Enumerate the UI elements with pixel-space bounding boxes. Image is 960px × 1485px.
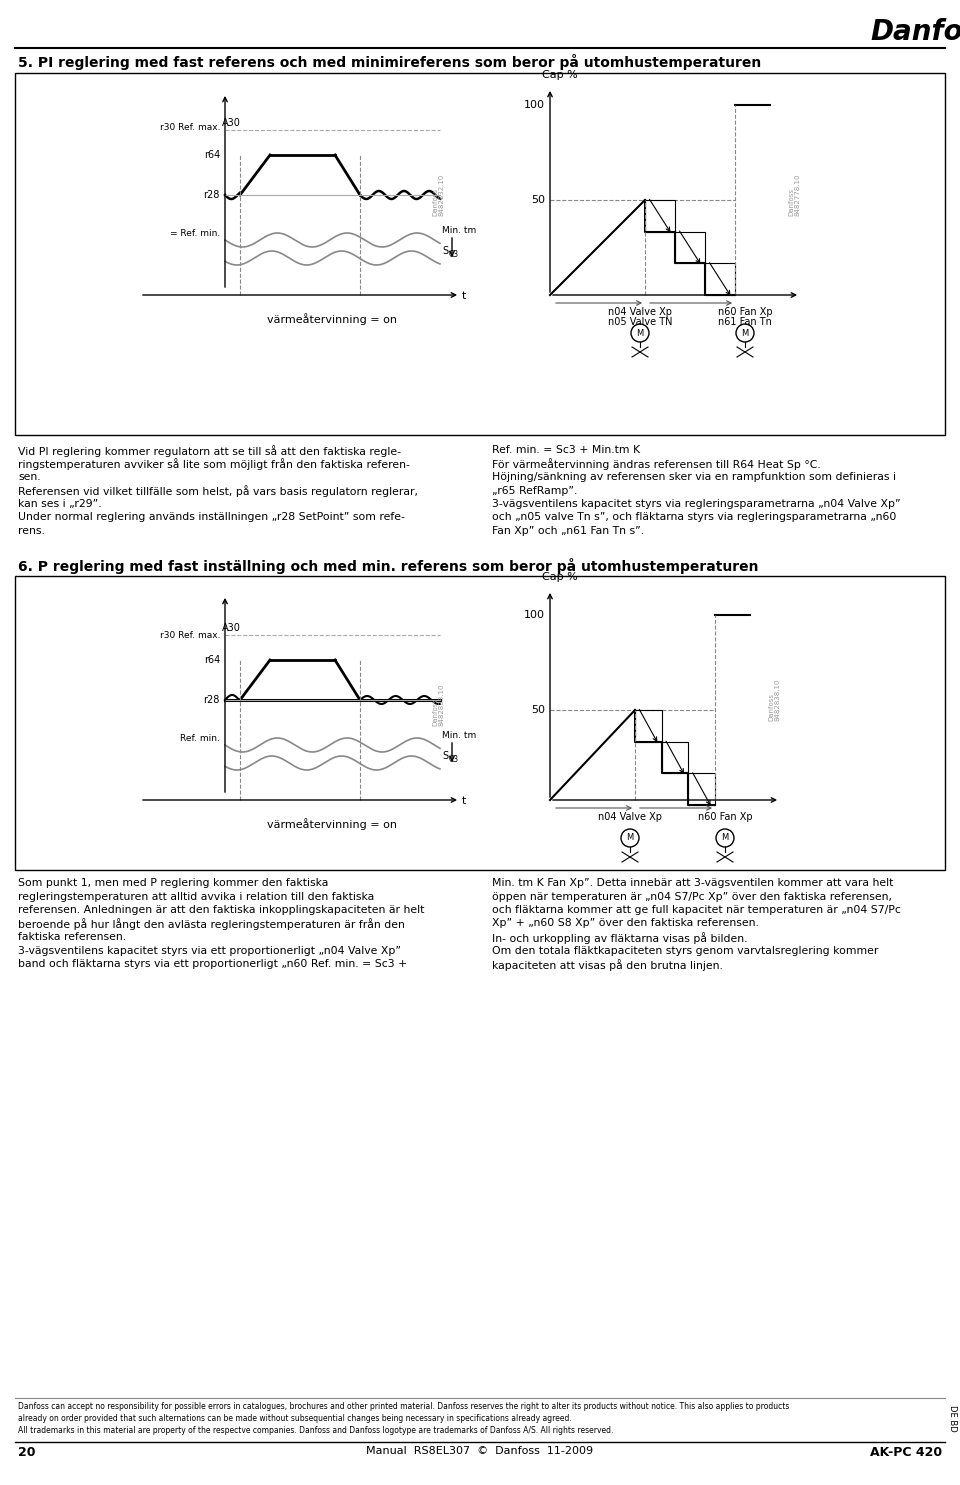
Text: värmeåtervinning = on: värmeåtervinning = on (267, 818, 397, 830)
Text: 20: 20 (18, 1446, 36, 1458)
Text: M: M (741, 328, 749, 337)
Text: och fläktarna kommer att ge full kapacitet när temperaturen är „n04 S7/Pc: och fläktarna kommer att ge full kapacit… (492, 904, 900, 915)
Text: Fan Xp” och „n61 Fan Tn s”.: Fan Xp” och „n61 Fan Tn s”. (492, 526, 644, 536)
Text: Min. tm: Min. tm (442, 226, 476, 235)
Text: Danfoss
8482778.10: Danfoss 8482778.10 (788, 174, 801, 217)
Text: All trademarks in this material are property of the respectve companies. Danfoss: All trademarks in this material are prop… (18, 1426, 613, 1435)
Text: rens.: rens. (18, 526, 45, 536)
Text: DE BD: DE BD (948, 1405, 956, 1432)
Text: 50: 50 (531, 195, 545, 205)
Text: kan ses i „r29”.: kan ses i „r29”. (18, 499, 102, 509)
Text: För värmeåtervinning ändras referensen till R64 Heat Sp °C.: För värmeåtervinning ändras referensen t… (492, 459, 821, 471)
Text: Min. tm K Fan Xp”. Detta innebär att 3-vägsventilen kommer att vara helt: Min. tm K Fan Xp”. Detta innebär att 3-v… (492, 878, 894, 888)
Text: A30: A30 (222, 117, 241, 128)
Text: 100: 100 (524, 99, 545, 110)
Text: C3: C3 (449, 249, 459, 258)
Text: t: t (462, 291, 467, 301)
Text: beroende på hur långt den avlästa regleringstemperaturen är från den: beroende på hur långt den avlästa regler… (18, 919, 405, 931)
Text: referensen. Anledningen är att den faktiska inkopplingskapaciteten är helt: referensen. Anledningen är att den fakti… (18, 904, 424, 915)
Text: In- och urkoppling av fläktarna visas på bilden.: In- och urkoppling av fläktarna visas på… (492, 933, 748, 944)
Text: S: S (442, 247, 448, 255)
Text: already on order provided that such alternations can be made without subsequenti: already on order provided that such alte… (18, 1414, 572, 1423)
Text: värmeåtervinning = on: värmeåtervinning = on (267, 313, 397, 325)
Text: Cap %: Cap % (542, 572, 578, 582)
Text: r28: r28 (204, 695, 220, 705)
Text: Ref. min. = Sc3 + Min.tm K: Ref. min. = Sc3 + Min.tm K (492, 446, 640, 454)
Text: Xp” + „n60 S8 Xp” över den faktiska referensen.: Xp” + „n60 S8 Xp” över den faktiska refe… (492, 919, 758, 928)
Text: Min. tm: Min. tm (442, 731, 476, 740)
Text: Om den totala fläktkapaciteten styrs genom varvtalsreglering kommer: Om den totala fläktkapaciteten styrs gen… (492, 946, 878, 955)
Text: och „n05 valve Tn s”, och fläktarna styrs via regleringsparametrarna „n60: och „n05 valve Tn s”, och fläktarna styr… (492, 512, 897, 523)
Text: Vid PI reglering kommer regulatorn att se till så att den faktiska regle-: Vid PI reglering kommer regulatorn att s… (18, 446, 401, 457)
Text: öppen när temperaturen är „n04 S7/Pc Xp” över den faktiska referensen,: öppen när temperaturen är „n04 S7/Pc Xp”… (492, 891, 892, 901)
Text: band och fläktarna styrs via ett proportionerligt „n60 Ref. min. = Sc3 +: band och fläktarna styrs via ett proport… (18, 959, 407, 970)
Text: 50: 50 (531, 705, 545, 714)
Text: n61 Fan Tn: n61 Fan Tn (718, 316, 772, 327)
Text: „r65 RefRamp”.: „r65 RefRamp”. (492, 486, 577, 496)
Text: Höjning/sänkning av referensen sker via en rampfunktion som definieras i: Höjning/sänkning av referensen sker via … (492, 472, 896, 483)
Text: 3-vägsventilens kapacitet styrs via regleringsparametrarna „n04 Valve Xp”: 3-vägsventilens kapacitet styrs via regl… (492, 499, 900, 509)
Text: n04 Valve Xp: n04 Valve Xp (608, 307, 672, 316)
Text: Danfoss: Danfoss (870, 18, 960, 46)
Text: Under normal reglering används inställningen „r28 SetPoint” som refe-: Under normal reglering används inställni… (18, 512, 405, 523)
Text: Danfoss
8482832.10: Danfoss 8482832.10 (432, 174, 445, 217)
Text: AK-PC 420: AK-PC 420 (870, 1446, 942, 1458)
Text: n04 Valve Xp: n04 Valve Xp (598, 812, 662, 823)
Text: Danfoss
8482838.10: Danfoss 8482838.10 (768, 679, 781, 722)
Text: Cap %: Cap % (542, 70, 578, 80)
Text: regleringstemperaturen att alltid avvika i relation till den faktiska: regleringstemperaturen att alltid avvika… (18, 891, 374, 901)
Text: r64: r64 (204, 150, 220, 160)
Text: Danfoss can accept no responsibility for possible errors in catalogues, brochure: Danfoss can accept no responsibility for… (18, 1402, 789, 1411)
Text: A30: A30 (222, 624, 241, 633)
Text: Som punkt 1, men med P reglering kommer den faktiska: Som punkt 1, men med P reglering kommer … (18, 878, 328, 888)
Text: M: M (626, 833, 634, 842)
Text: n60 Fan Xp: n60 Fan Xp (718, 307, 772, 316)
Text: Referensen vid vilket tillfälle som helst, på vars basis regulatorn reglerar,: Referensen vid vilket tillfälle som hels… (18, 486, 418, 497)
Text: 6. P reglering med fast inställning och med min. referens som beror på utomhuste: 6. P reglering med fast inställning och … (18, 558, 758, 575)
Text: = Ref. min.: = Ref. min. (170, 229, 220, 238)
Text: sen.: sen. (18, 472, 40, 483)
Text: n60 Fan Xp: n60 Fan Xp (698, 812, 753, 823)
Text: S: S (442, 751, 448, 760)
Text: C3: C3 (449, 754, 459, 763)
Text: 100: 100 (524, 610, 545, 621)
Text: Ref. min.: Ref. min. (180, 734, 220, 742)
Text: kapaciteten att visas på den brutna linjen.: kapaciteten att visas på den brutna linj… (492, 959, 723, 971)
Text: Manual  RS8EL307  ©  Danfoss  11-2009: Manual RS8EL307 © Danfoss 11-2009 (367, 1446, 593, 1455)
Text: ringstemperaturen avviker så lite som möjligt från den faktiska referen-: ringstemperaturen avviker så lite som mö… (18, 459, 410, 471)
Bar (15, 576, 945, 870)
Text: n05 Valve TN: n05 Valve TN (608, 316, 672, 327)
Text: r30 Ref. max.: r30 Ref. max. (159, 631, 220, 640)
Text: faktiska referensen.: faktiska referensen. (18, 933, 126, 941)
Text: r64: r64 (204, 655, 220, 665)
Text: r28: r28 (204, 190, 220, 200)
Text: 5. PI reglering med fast referens och med minimireferens som beror på utomhustem: 5. PI reglering med fast referens och me… (18, 53, 761, 70)
Text: M: M (636, 328, 643, 337)
Text: M: M (721, 833, 729, 842)
Text: 3-vägsventilens kapacitet styrs via ett proportionerligt „n04 Valve Xp”: 3-vägsventilens kapacitet styrs via ett … (18, 946, 401, 955)
Text: t: t (462, 796, 467, 806)
Bar (15, 73, 945, 435)
Text: Danfoss
8482833.10: Danfoss 8482833.10 (432, 683, 445, 726)
Text: r30 Ref. max.: r30 Ref. max. (159, 123, 220, 132)
